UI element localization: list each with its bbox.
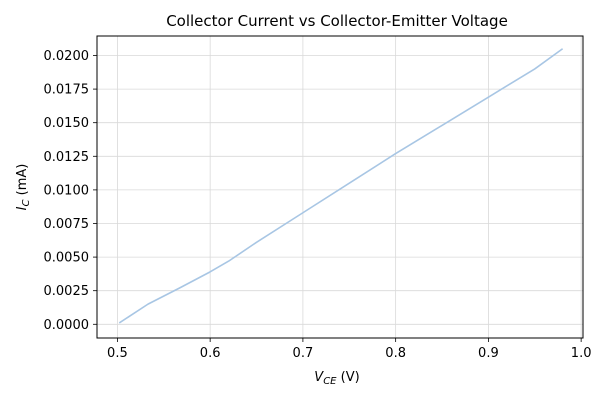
y-tick-label: 0.0200 <box>44 49 90 64</box>
chart-title: Collector Current vs Collector-Emitter V… <box>166 12 508 30</box>
x-tick-label: 0.9 <box>478 346 499 361</box>
y-tick-label: 0.0125 <box>44 150 90 165</box>
x-tick-label: 0.6 <box>200 346 221 361</box>
x-axis-label: VCE (V) <box>314 370 359 387</box>
x-tick-label: 0.8 <box>385 346 406 361</box>
x-tick-label: 0.5 <box>107 346 128 361</box>
y-axis-label: IC (mA) <box>15 164 32 211</box>
y-tick-label: 0.0175 <box>44 83 90 98</box>
y-tick-label: 0.0100 <box>44 183 90 198</box>
series-layer <box>118 48 564 324</box>
plot-frame <box>96 35 584 339</box>
y-tick-label: 0.0150 <box>44 116 90 131</box>
y-tick-label: 0.0000 <box>44 318 90 333</box>
ticks: 0.5 0.6 0.7 0.8 0.9 1.0 0.0000 0.0025 0.0050 0.00… <box>44 49 592 361</box>
y-tick-label: 0.0050 <box>44 251 90 266</box>
x-tick-label: 0.7 <box>293 346 314 361</box>
x-tick-label: 1.0 <box>571 346 592 361</box>
y-tick-label: 0.0075 <box>44 217 90 232</box>
y-tick-label: 0.0025 <box>44 284 90 299</box>
series-line <box>118 48 564 324</box>
